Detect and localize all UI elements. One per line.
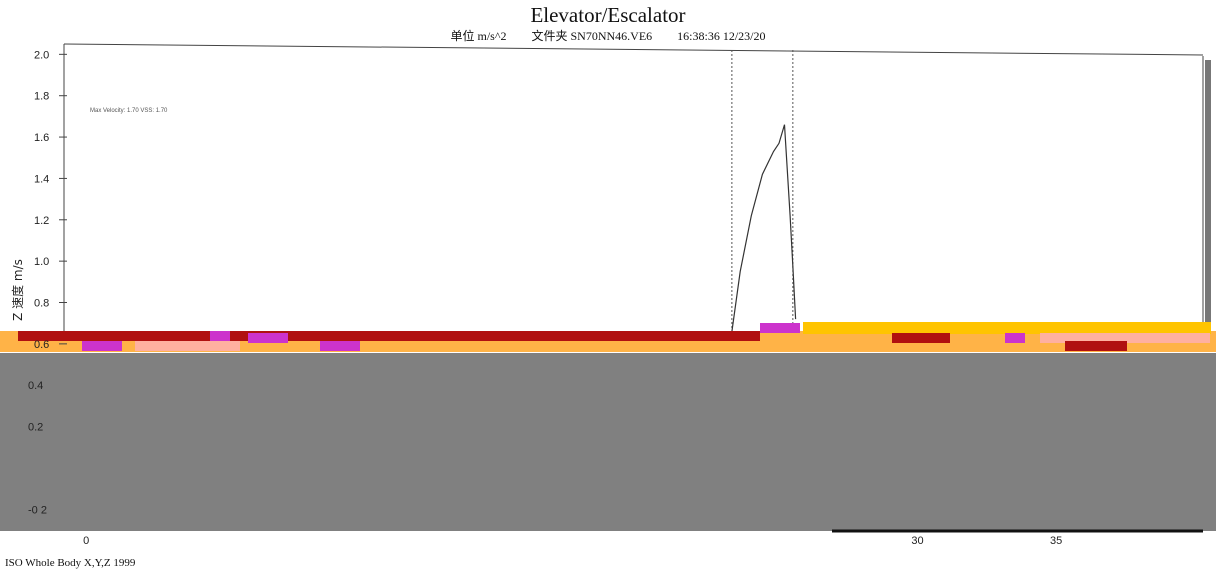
y-tick-label-2: 1.6 [34, 132, 49, 144]
plot-top-border [63, 43, 1204, 56]
max-velocity-annotation: Max Velocity: 1.70 VSS: 1.70 [90, 108, 168, 114]
y-tick-label-4: 1.2 [34, 215, 49, 227]
glitch-band-red [0, 331, 760, 341]
footer-label: ISO Whole Body X,Y,Z 1999 [5, 557, 136, 569]
glitch-block-7 [760, 323, 800, 333]
y-tick-label-5: 1.0 [34, 256, 49, 268]
glitch-block-11 [1065, 341, 1127, 351]
right-edge-shadow [1205, 60, 1211, 322]
y-tick-label-10: -0 2 [28, 504, 47, 516]
chart-title: Elevator/Escalator [530, 3, 686, 27]
y-tick-label-0: 2.0 [34, 49, 49, 61]
glitch-block-1 [82, 341, 122, 351]
glitch-block-6 [365, 341, 745, 351]
y-tick-label-6: 0.8 [34, 298, 49, 310]
x-tick-label-2: 35 [1050, 535, 1062, 547]
chart-subtitle: 单位 m/s^2 文件夹 SN70NN46.VE6 16:38:36 12/23… [0, 27, 1216, 44]
y-axis-label: Z 速度 m/s [10, 259, 25, 321]
velocity-line-0 [731, 124, 797, 332]
glitch-block-3 [210, 331, 230, 341]
glitch-block-5 [320, 341, 360, 351]
gray-panel [0, 353, 1216, 531]
y-tick-label-7: 0.6 [34, 339, 49, 351]
y-tick-label-8: 0.4 [28, 380, 43, 392]
y-tick-label-3: 1.4 [34, 173, 49, 185]
glitch-block-8 [892, 333, 950, 343]
glitch-band-yellow [803, 322, 1211, 334]
glitch-block-2 [135, 341, 240, 351]
y-tick-label-1: 1.8 [34, 91, 49, 103]
y-tick-label-9: 0.2 [28, 422, 43, 434]
x-tick-label-0: 0 [83, 535, 89, 547]
x-tick-label-1: 30 [911, 535, 923, 547]
glitch-block-4 [248, 333, 288, 343]
file-label: 文件夹 SN70NN46.VE6 [531, 29, 653, 43]
glitch-block-10 [1040, 333, 1210, 343]
glitch-block-9 [1005, 333, 1025, 343]
glitch-block-0 [0, 331, 18, 341]
timestamp-label: 16:38:36 12/23/20 [677, 29, 766, 43]
unit-label: 单位 m/s^2 [450, 29, 507, 43]
